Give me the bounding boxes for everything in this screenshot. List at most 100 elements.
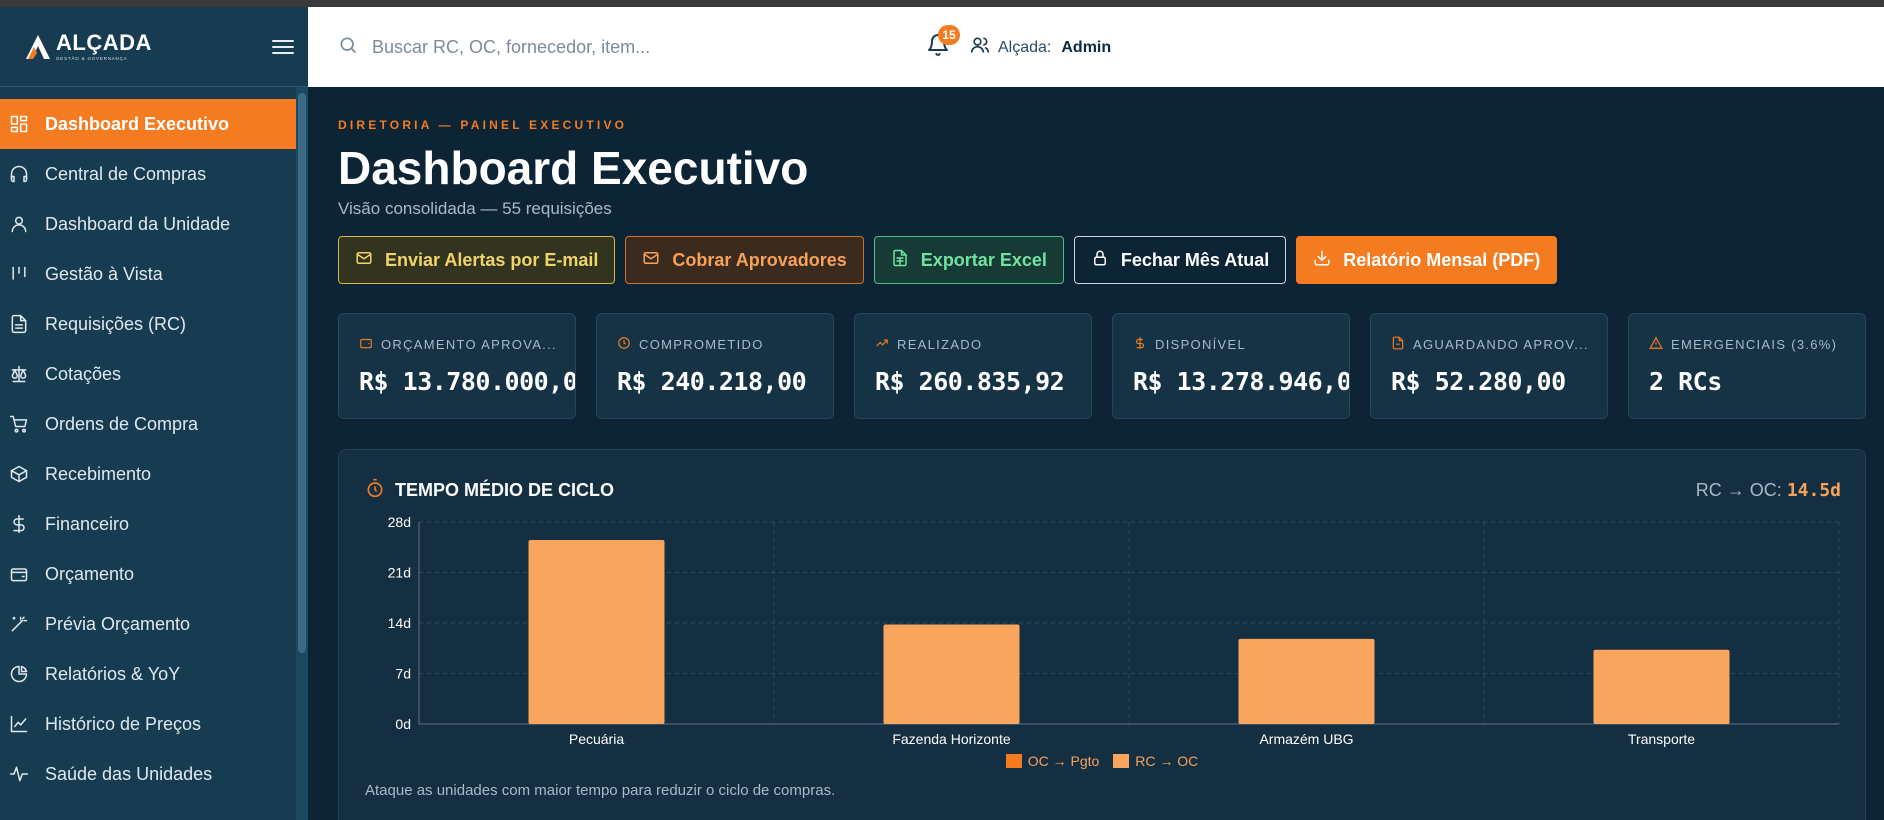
charge-approvers-button[interactable]: Cobrar Aprovadores	[625, 236, 864, 284]
user-role[interactable]: Alçada: Admin	[970, 35, 1111, 60]
sidebar-scroll-thumb[interactable]	[298, 93, 306, 653]
kpi-label: EMERGENCIAIS (3.6%)	[1671, 337, 1838, 352]
sidebar-item-historico-precos[interactable]: Histórico de Preços	[0, 699, 296, 749]
sidebar-item-financeiro[interactable]: Financeiro	[0, 499, 296, 549]
menu-toggle-icon[interactable]	[272, 37, 294, 55]
spreadsheet-icon	[891, 249, 921, 272]
kpi-value: R$ 13.780.000,00	[359, 367, 576, 396]
main-content: DIRETORIA — PAINEL EXECUTIVO Dashboard E…	[308, 87, 1884, 820]
x-tick-label: Transporte	[1628, 731, 1695, 747]
kpi-card-emergenciais[interactable]: EMERGENCIAIS (3.6%) 2 RCs	[1628, 313, 1866, 419]
kpi-label: DISPONÍVEL	[1155, 337, 1247, 352]
legend-item-rc-oc[interactable]: RC → OC	[1113, 753, 1198, 769]
monthly-report-pdf-button[interactable]: Relatório Mensal (PDF)	[1296, 236, 1558, 284]
sidebar-item-ordens-compra[interactable]: Ordens de Compra	[0, 399, 296, 449]
bar-rc-oc	[528, 540, 665, 724]
dollar-icon	[1133, 336, 1155, 353]
scale-icon	[8, 363, 30, 385]
panel-note: Ataque as unidades com maior tempo para …	[365, 782, 836, 799]
wallet-icon	[359, 336, 381, 353]
export-excel-button[interactable]: Exportar Excel	[873, 236, 1064, 284]
close-month-button[interactable]: Fechar Mês Atual	[1073, 236, 1287, 284]
user-role-label: Alçada:	[998, 38, 1052, 56]
kpi-label: COMPROMETIDO	[639, 337, 764, 352]
mail-icon	[642, 249, 672, 272]
legend-item-oc-pgto[interactable]: OC → Pgto	[1005, 753, 1100, 769]
top-header: 15 Alçada: Admin	[308, 7, 1884, 87]
kpi-card-comprometido[interactable]: COMPROMETIDO R$ 240.218,00	[596, 313, 834, 419]
kanban-icon	[8, 263, 30, 285]
sidebar-item-previa-orcamento[interactable]: Prévia Orçamento	[0, 599, 296, 649]
sidebar-item-label: Requisições (RC)	[45, 313, 187, 334]
sidebar-item-relatorios[interactable]: Relatórios & YoY	[0, 649, 296, 699]
page-eyebrow: DIRETORIA — PAINEL EXECUTIVO	[338, 118, 628, 132]
clock-icon	[617, 336, 639, 353]
dollar-icon	[8, 513, 30, 535]
sidebar-item-label: Dashboard Executivo	[45, 113, 230, 134]
sidebar-item-cotacoes[interactable]: Cotações	[0, 349, 296, 399]
cycle-time-panel: TEMPO MÉDIO DE CICLO RC → OC: 14.5d 0d 7d…	[338, 449, 1866, 820]
sidebar-scrollbar[interactable]	[296, 87, 308, 820]
y-tick-label: 7d	[395, 666, 411, 682]
button-label: Cobrar Aprovadores	[672, 249, 847, 270]
sidebar-item-dashboard-executivo[interactable]: Dashboard Executivo	[0, 99, 296, 149]
kpi-value: R$ 260.835,92	[875, 367, 1065, 396]
search-bar	[338, 31, 898, 63]
logo-tagline: GESTÃO & GOVERNANÇA	[56, 56, 128, 61]
logo-name: ALÇADA	[56, 30, 152, 55]
brand: ALÇADA GESTÃO & GOVERNANÇA	[0, 7, 308, 87]
cycle-time-chart: 0d 7d 14d 21d 28d Pecuária Fazenda Horizonte Ar…	[388, 514, 1840, 747]
kpi-value: R$ 240.218,00	[617, 367, 807, 396]
sidebar-item-requisicoes[interactable]: Requisições (RC)	[0, 299, 296, 349]
y-tick-label: 0d	[395, 716, 411, 732]
sidebar-item-label: Relatórios & YoY	[45, 663, 181, 684]
search-icon	[338, 35, 358, 60]
sidebar-item-saude-unidades[interactable]: Saúde das Unidades	[0, 749, 296, 799]
sidebar-item-orcamento[interactable]: Orçamento	[0, 549, 296, 599]
chart-legend: OC → Pgto RC → OC	[339, 753, 1865, 769]
kpi-card-realizado[interactable]: REALIZADO R$ 260.835,92	[854, 313, 1092, 419]
kpi-label-row: ORÇAMENTO APROVA...	[359, 336, 575, 353]
kpi-card-aguardando-aprovacao[interactable]: AGUARDANDO APROV... R$ 52.280,00	[1370, 313, 1608, 419]
kpi-card-orcamento-aprovado[interactable]: ORÇAMENTO APROVA... R$ 13.780.000,00	[338, 313, 576, 419]
button-label: Exportar Excel	[920, 249, 1047, 270]
sidebar-item-central-compras[interactable]: Central de Compras	[0, 149, 296, 199]
legend-label: OC → Pgto	[1027, 753, 1100, 769]
sidebar: ALÇADA GESTÃO & GOVERNANÇA Dashboard Exe…	[0, 7, 308, 820]
sidebar-item-dashboard-unidade[interactable]: Dashboard da Unidade	[0, 199, 296, 249]
pie-chart-icon	[8, 663, 30, 685]
button-label: Enviar Alertas por E-mail	[385, 249, 599, 270]
bar-rc-oc	[1238, 638, 1375, 724]
sidebar-item-label: Prévia Orçamento	[45, 613, 191, 634]
cart-icon	[8, 413, 30, 435]
alert-triangle-icon	[1649, 336, 1671, 353]
logo[interactable]: ALÇADA GESTÃO & GOVERNANÇA	[24, 32, 152, 61]
headset-icon	[8, 163, 30, 185]
mail-icon	[355, 249, 385, 272]
sidebar-item-label: Ordens de Compra	[45, 413, 199, 434]
metric-label: RC → OC:	[1695, 480, 1782, 500]
logo-mark-icon	[26, 34, 50, 59]
user-icon	[8, 213, 30, 235]
metric-value: 14.5d	[1786, 480, 1841, 501]
send-email-alerts-button[interactable]: Enviar Alertas por E-mail	[338, 236, 616, 284]
button-label: Fechar Mês Atual	[1120, 249, 1270, 270]
sidebar-item-recebimento[interactable]: Recebimento	[0, 449, 296, 499]
sidebar-item-gestao-vista[interactable]: Gestão à Vista	[0, 249, 296, 299]
legend-label: RC → OC	[1135, 753, 1199, 769]
kpi-value: 2 RCs	[1649, 367, 1722, 396]
panel-title-text: TEMPO MÉDIO DE CICLO	[395, 480, 615, 500]
button-label: Relatório Mensal (PDF)	[1343, 249, 1541, 270]
search-input[interactable]	[372, 36, 872, 58]
action-bar: Enviar Alertas por E-mail Cobrar Aprovad…	[338, 236, 1558, 284]
kpi-card-disponivel[interactable]: DISPONÍVEL R$ 13.278.946,08	[1112, 313, 1350, 419]
sidebar-item-label: Financeiro	[45, 513, 130, 534]
page-title: Dashboard Executivo	[338, 142, 809, 194]
kpi-cards: ORÇAMENTO APROVA... R$ 13.780.000,00 COM…	[338, 313, 1866, 419]
kpi-value: R$ 13.278.946,08	[1133, 367, 1350, 396]
file-text-icon	[8, 313, 30, 335]
panel-title: TEMPO MÉDIO DE CICLO	[365, 478, 614, 503]
kpi-label-row: EMERGENCIAIS (3.6%)	[1649, 336, 1865, 353]
bar-rc-oc	[883, 624, 1020, 724]
y-tick-label: 21d	[388, 565, 411, 581]
